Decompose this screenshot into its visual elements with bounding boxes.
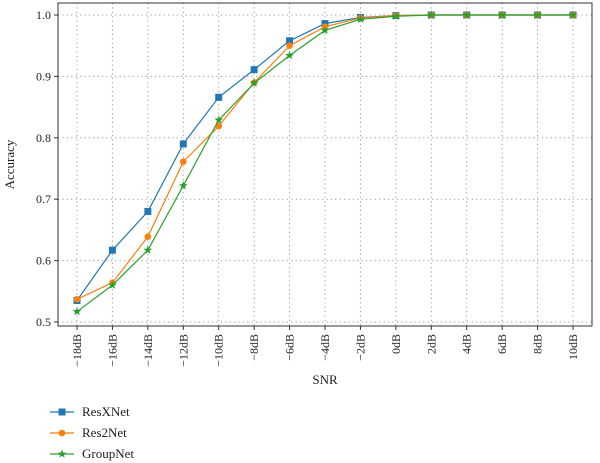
data-point	[178, 181, 188, 190]
series-groupnet	[72, 10, 578, 316]
x-axis-title: SNR	[312, 372, 338, 387]
x-tick-label: −2dB	[353, 334, 367, 361]
x-tick-label: 4dB	[460, 334, 474, 354]
legend-marker	[58, 408, 66, 416]
data-point	[214, 115, 224, 124]
y-tick-label: 0.8	[36, 131, 51, 145]
data-point	[462, 10, 472, 19]
data-point	[426, 10, 436, 19]
legend-item: GroupNet	[50, 446, 134, 461]
series-layer	[72, 10, 578, 316]
data-point	[144, 207, 152, 215]
data-point	[533, 10, 542, 19]
y-tick-label: 0.9	[36, 69, 51, 83]
data-point	[215, 122, 223, 130]
data-point	[249, 78, 259, 87]
data-point	[568, 10, 578, 19]
data-point	[144, 233, 152, 240]
x-tick-label: 8dB	[531, 334, 545, 354]
y-tick-label: 1.0	[36, 8, 51, 22]
x-tick-label: −14dB	[141, 334, 155, 367]
data-point	[215, 93, 223, 101]
y-axis-title: Accuracy	[2, 139, 17, 189]
legend-label: ResXNet	[82, 404, 130, 419]
y-tick-label: 0.5	[36, 315, 51, 329]
x-tick-label: −8dB	[247, 334, 261, 361]
legend-label: GroupNet	[82, 446, 134, 461]
data-point	[72, 306, 82, 316]
data-point	[179, 140, 187, 148]
legend-item: Res2Net	[50, 425, 127, 440]
axes: −18dB −16dB −14dB −12dB −10dB −8dB −6dB −4dB −2d…	[36, 8, 580, 367]
y-tick-label: 0.6	[36, 254, 51, 268]
x-tick-label: −10dB	[212, 334, 226, 367]
x-tick-label: −12dB	[176, 334, 190, 367]
y-tick-label: 0.7	[36, 192, 51, 206]
x-tick-label: 2dB	[424, 334, 438, 354]
data-point	[391, 11, 401, 20]
legend-label: Res2Net	[82, 425, 127, 440]
x-tick-label: 10dB	[566, 334, 580, 360]
data-point	[497, 10, 507, 19]
x-tick-label: −16dB	[105, 334, 119, 367]
data-point	[108, 280, 117, 289]
legend-marker	[57, 449, 67, 458]
data-point	[73, 295, 81, 303]
data-point	[285, 50, 294, 60]
x-tick-label: −6dB	[283, 334, 297, 361]
grid	[58, 3, 592, 326]
legend: ResXNet Res2Net GroupNet	[50, 404, 134, 461]
data-point	[179, 158, 187, 166]
data-point	[143, 245, 153, 254]
data-point	[108, 246, 116, 254]
x-tick-label: −18dB	[70, 334, 84, 367]
data-point	[286, 37, 294, 45]
data-point	[356, 14, 365, 24]
data-point	[250, 66, 258, 74]
legend-marker	[58, 429, 66, 437]
x-tick-label: 0dB	[389, 334, 403, 354]
x-tick-label: −4dB	[318, 334, 332, 361]
legend-item: ResXNet	[50, 404, 130, 419]
x-tick-label: 6dB	[495, 334, 509, 354]
data-point	[286, 42, 293, 49]
data-point	[320, 25, 330, 35]
